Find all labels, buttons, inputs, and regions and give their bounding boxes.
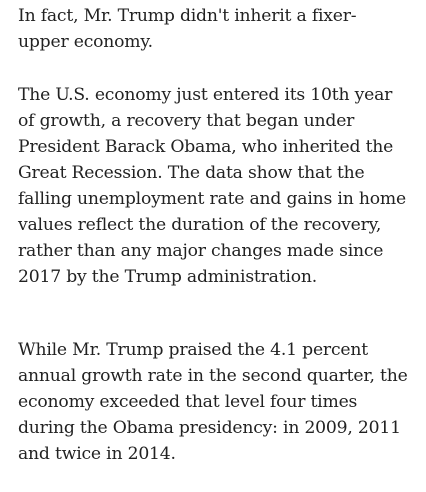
paragraph-2-line-1: The U.S. economy just entered its 10th y… [18, 85, 393, 105]
paragraph-3-line-3: economy exceeded that level four times [18, 392, 358, 412]
paragraph-1-line-1: In fact, Mr. Trump didn't inherit a fixe… [18, 6, 357, 26]
paragraph-2-line-2: of growth, a recovery that began under [18, 111, 355, 131]
paragraph-2: The U.S. economy just entered its 10th y… [18, 82, 418, 290]
paragraph-2-line-8: 2017 by the Trump administration. [18, 267, 317, 287]
paragraph-2-line-6: values reflect the duration of the recov… [18, 215, 382, 235]
paragraph-3: While Mr. Trump praised the 4.1 percent … [18, 337, 418, 467]
paragraph-2-line-5: falling unemployment rate and gains in h… [18, 189, 406, 209]
paragraph-3-line-5: and twice in 2014. [18, 444, 176, 464]
paragraph-1-line-2: upper economy. [18, 32, 153, 52]
paragraph-3-line-1: While Mr. Trump praised the 4.1 percent [18, 340, 368, 360]
paragraph-3-line-4: during the Obama presidency: in 2009, 20… [18, 418, 401, 438]
paragraph-2-line-7: rather than any major changes made since [18, 241, 384, 261]
paragraph-2-line-4: Great Recession. The data show that the [18, 163, 365, 183]
paragraph-1: In fact, Mr. Trump didn't inherit a fixe… [18, 3, 418, 55]
paragraph-2-line-3: President Barack Obama, who inherited th… [18, 137, 394, 157]
paragraph-3-line-2: annual growth rate in the second quarter… [18, 366, 408, 386]
